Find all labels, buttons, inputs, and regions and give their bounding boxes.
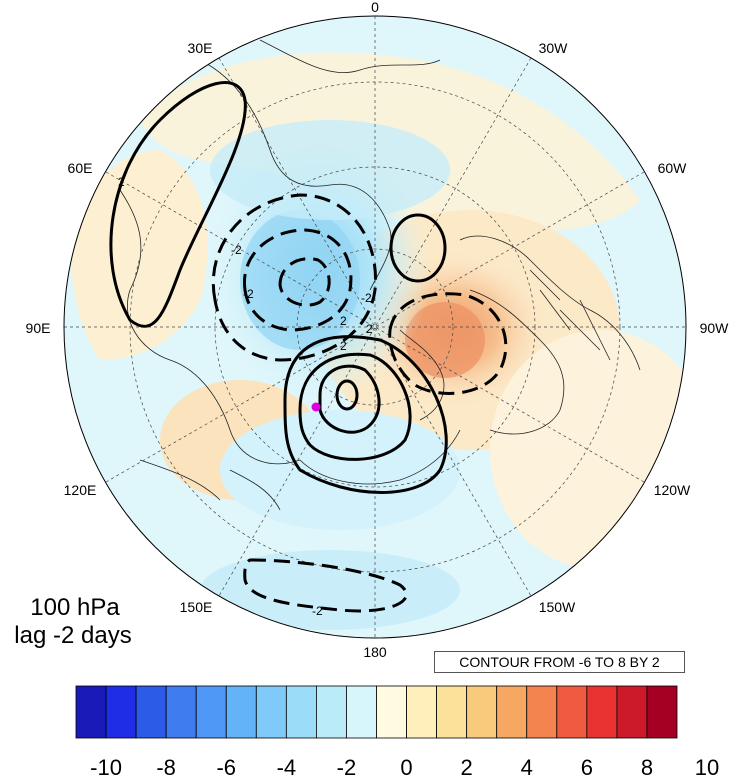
- colorbar-tick-label: 8: [641, 755, 653, 779]
- lon-label-30w: 30W: [539, 40, 569, 56]
- colorbar-swatch: [195, 685, 227, 739]
- colorbar-swatch: [526, 685, 558, 739]
- colorbar-tick-label: 10: [695, 755, 719, 779]
- colorbar-swatch: [255, 685, 287, 739]
- colorbar-swatch: [285, 685, 317, 739]
- colorbar-tick-label: -6: [216, 755, 236, 779]
- contour-labels: 2 -2 -2 2 2 -2 2 -2: [118, 175, 373, 618]
- lon-label-120e: 120E: [64, 482, 97, 498]
- colorbar-tick-label: 6: [581, 755, 593, 779]
- colorbar-swatch: [586, 685, 618, 739]
- lon-label-150e: 150E: [180, 599, 213, 615]
- contour-label: -2: [312, 604, 323, 618]
- contour-label: -2: [243, 287, 254, 301]
- colorbar-swatch: [225, 685, 257, 739]
- lon-label-90w: 90W: [700, 320, 730, 336]
- colorbar-tick-label: -10: [90, 755, 122, 779]
- colorbar-tick-label: 4: [521, 755, 533, 779]
- lon-label-120w: 120W: [654, 482, 691, 498]
- colorbar-swatch: [616, 685, 648, 739]
- colorbar-swatch: [376, 685, 407, 739]
- colorbar-swatch: [436, 685, 468, 739]
- map-disc: [64, 16, 686, 638]
- lag-label: lag -2 days: [14, 622, 132, 649]
- map-border: [63, 15, 687, 639]
- colorbar-swatch: [466, 685, 498, 739]
- contour-label: -2: [361, 291, 372, 305]
- colorbar-swatch: [165, 685, 197, 739]
- level-label: 100 hPa: [30, 594, 120, 621]
- lon-label-60e: 60E: [68, 160, 93, 176]
- colorbar-swatch: [346, 685, 377, 739]
- lon-label-180: 180: [363, 644, 387, 660]
- colorbar: -10 -8 -6 -4 -2 0 2 4 6 8 10: [75, 685, 719, 779]
- contour-lines: [109, 81, 508, 613]
- contour-label: 2: [340, 339, 347, 353]
- colorbar-tick-label: -8: [156, 755, 176, 779]
- colorbar-tick-label: 0: [400, 755, 412, 779]
- lon-label-150w: 150W: [539, 599, 576, 615]
- graticule: [64, 16, 686, 638]
- contour-label: -2: [231, 243, 242, 257]
- colorbar-swatch: [406, 685, 437, 739]
- lon-label-60w: 60W: [658, 160, 688, 176]
- colorbar-tick-label: 2: [461, 755, 473, 779]
- contour-label: 2: [366, 322, 373, 336]
- contour-label: 2: [118, 175, 125, 189]
- colorbar-swatch: [105, 685, 137, 739]
- colorbar-swatch: [496, 685, 528, 739]
- longitude-labels: 0 30W 30E 60W 60E 90W 90E 120W 120E 150W…: [26, 0, 730, 660]
- colorbar-tick-label: -4: [277, 755, 297, 779]
- colorbar-swatch: [315, 685, 347, 739]
- colorbar-swatch: [556, 685, 588, 739]
- colorbar-swatch: [646, 685, 678, 739]
- colorbar-swatch: [75, 685, 107, 739]
- lon-label-0: 0: [371, 0, 379, 15]
- contour-label: 2: [340, 314, 347, 328]
- contour-info-box: CONTOUR FROM -6 TO 8 BY 2: [434, 651, 685, 673]
- colorbar-swatch: [135, 685, 167, 739]
- colorbar-tick-label: -2: [337, 755, 357, 779]
- lon-label-30e: 30E: [188, 40, 213, 56]
- lon-label-90e: 90E: [26, 320, 51, 336]
- location-marker: [311, 402, 321, 412]
